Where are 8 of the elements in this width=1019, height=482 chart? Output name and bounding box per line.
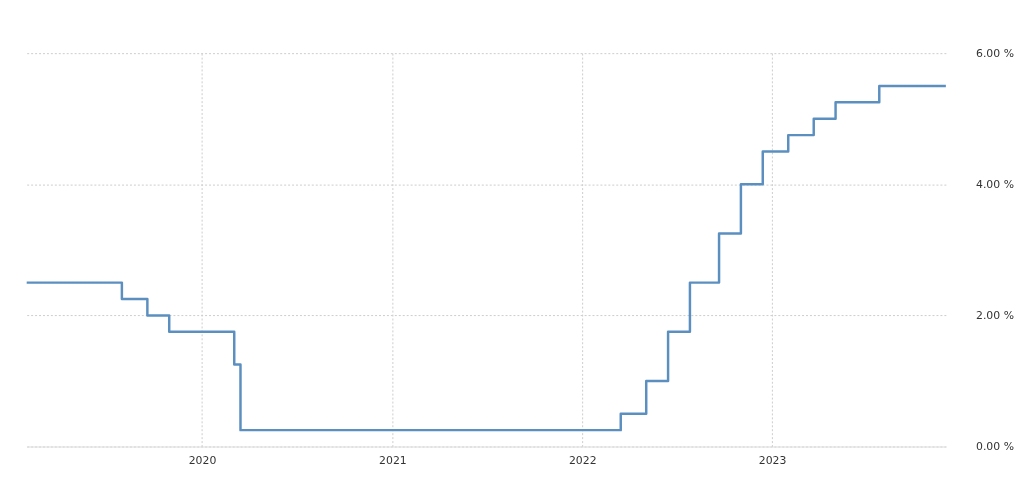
y-tick-label: 4.00 % <box>976 177 1014 191</box>
y-tick-label: 0.00 % <box>976 439 1014 453</box>
x-tick-label: 2021 <box>379 453 407 467</box>
y-tick-label: 2.00 % <box>976 308 1014 322</box>
x-tick-label: 2023 <box>758 453 787 467</box>
y-tick-label: 6.00 % <box>976 46 1014 60</box>
x-tick-label: 2022 <box>568 453 597 467</box>
x-tick-label: 2020 <box>188 453 217 467</box>
